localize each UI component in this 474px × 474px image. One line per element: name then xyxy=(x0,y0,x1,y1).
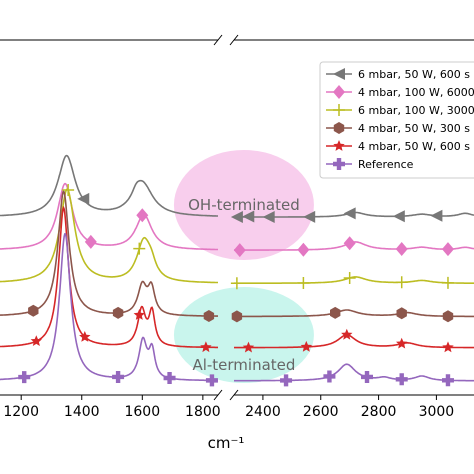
legend-marker-3 xyxy=(333,122,345,134)
x-tick-label-2: 1600 xyxy=(124,404,160,420)
series-marker-2-2 xyxy=(230,277,243,290)
annotation-label-1: Al-terminated xyxy=(192,356,295,374)
series-line-4-seg-1 xyxy=(234,334,474,349)
series-marker-4-0 xyxy=(30,335,42,346)
series-marker-3-0 xyxy=(28,304,39,317)
legend-marker-1 xyxy=(333,85,345,99)
series-marker-0-2 xyxy=(230,210,243,223)
series-marker-1-2 xyxy=(233,243,246,258)
series-markers xyxy=(18,184,454,387)
legend-marker-4 xyxy=(333,140,345,151)
legend: 6 mbar, 50 W, 600 s 4 mbar, 100 W, 6000 s… xyxy=(319,61,474,179)
legend-label-1: 4 mbar, 100 W, 6000 s xyxy=(358,86,474,99)
series-marker-4-7 xyxy=(396,337,408,349)
series-marker-5-6 xyxy=(361,370,374,383)
legend-label-5: Reference xyxy=(358,158,414,171)
x-tick-label-4: 2400 xyxy=(245,404,281,420)
series-marker-1-3 xyxy=(297,242,310,257)
series-marker-4-4 xyxy=(242,341,255,353)
series-marker-1-4 xyxy=(343,236,356,251)
axis-break-mark-1 xyxy=(229,34,239,46)
series-marker-2-0 xyxy=(62,184,75,197)
series-line-2-seg-1 xyxy=(234,276,474,284)
series-marker-1-5 xyxy=(395,241,408,256)
legend-marker-0 xyxy=(333,68,345,80)
series-marker-0-3 xyxy=(262,210,275,223)
series-marker-4-8 xyxy=(442,341,454,353)
series-marker-5-8 xyxy=(441,374,454,387)
series-marker-3-1 xyxy=(112,306,124,319)
legend-label-4: 4 mbar, 50 W, 600 s xyxy=(358,140,470,153)
x-tick-label-5: 2600 xyxy=(303,404,339,420)
series-marker-3-4 xyxy=(330,306,341,319)
series-marker-1-1 xyxy=(136,208,149,223)
series-marker-5-2 xyxy=(163,372,176,385)
series-marker-2-1 xyxy=(133,242,146,255)
series-marker-5-0 xyxy=(18,371,31,384)
series-line-1-seg-0 xyxy=(0,182,218,251)
series-marker-1-0 xyxy=(84,234,97,249)
series-marker-0-1 xyxy=(242,210,255,223)
series-marker-4-6 xyxy=(341,328,353,340)
annotation-region-oh xyxy=(173,150,314,260)
x-tick-label-0: 1200 xyxy=(3,404,39,420)
legend-label-2: 6 mbar, 100 W, 3000 s xyxy=(358,104,474,117)
series-marker-1-6 xyxy=(441,242,454,257)
legend-box xyxy=(319,61,474,179)
x-tick-label-1: 1400 xyxy=(64,404,100,420)
series-line-5-seg-1 xyxy=(234,363,474,382)
annotation-label-0: OH-terminated xyxy=(188,196,300,214)
series-marker-0-4 xyxy=(303,210,316,223)
series-marker-2-3 xyxy=(297,276,310,289)
x-tick-label-6: 2800 xyxy=(361,404,397,420)
series-marker-4-1 xyxy=(79,331,91,342)
axis-break-mark-2 xyxy=(213,389,223,401)
series-marker-3-5 xyxy=(396,307,407,320)
x-axis-label: cm⁻¹ xyxy=(208,434,245,452)
annotations: OH-terminated Al-terminated xyxy=(188,196,300,374)
series-marker-3-6 xyxy=(442,310,454,323)
x-tick-label-3: 1800 xyxy=(185,404,221,420)
series-marker-0-5 xyxy=(343,207,356,220)
series-line-3-seg-1 xyxy=(234,309,474,318)
series-marker-4-2 xyxy=(133,309,145,320)
series-marker-4-5 xyxy=(300,340,312,352)
series-marker-4-3 xyxy=(200,341,212,353)
series-marker-5-4 xyxy=(280,374,293,387)
series-marker-0-6 xyxy=(392,210,405,223)
legend-marker-2 xyxy=(333,104,345,116)
series-marker-0-0 xyxy=(77,192,90,205)
axes: 1200 1400 1600 1800 2400 2600 2800 3000 cm⁻¹ xyxy=(0,34,474,452)
x-tick-label-7: 3000 xyxy=(419,404,455,420)
series-marker-2-6 xyxy=(441,276,454,289)
legend-label-0: 6 mbar, 50 W, 600 s xyxy=(358,68,470,81)
series-line-5-seg-0 xyxy=(0,233,218,382)
series-marker-5-3 xyxy=(205,374,218,387)
legend-marker-5 xyxy=(333,158,345,170)
series-marker-5-1 xyxy=(112,370,125,383)
series-line-0-seg-0 xyxy=(0,154,218,217)
axis-break-mark-3 xyxy=(229,389,239,401)
series-marker-2-5 xyxy=(395,276,408,289)
series-marker-5-7 xyxy=(395,373,408,386)
axis-break-mark-0 xyxy=(213,34,223,46)
series-marker-0-7 xyxy=(430,209,443,222)
series-marker-3-3 xyxy=(231,310,243,323)
series-marker-3-2 xyxy=(203,310,215,322)
legend-label-3: 4 mbar, 50 W, 300 s xyxy=(358,122,470,135)
series-line-2-seg-0 xyxy=(0,188,218,284)
series-marker-2-4 xyxy=(343,271,356,284)
series-marker-5-5 xyxy=(323,370,336,383)
